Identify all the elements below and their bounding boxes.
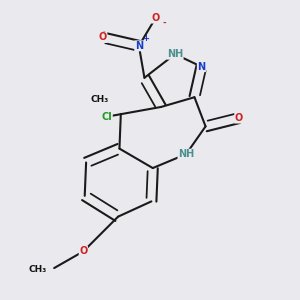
Text: O: O [152, 13, 160, 23]
Text: CH₃: CH₃ [91, 95, 109, 104]
Text: N: N [135, 41, 143, 51]
Text: -: - [162, 19, 166, 28]
Text: N: N [197, 62, 206, 72]
Text: NH: NH [167, 49, 183, 59]
Text: Cl: Cl [102, 112, 112, 122]
Text: CH₃: CH₃ [28, 265, 46, 274]
Text: +: + [142, 34, 149, 43]
Text: O: O [79, 246, 88, 256]
Text: NH: NH [178, 149, 194, 159]
Text: O: O [235, 113, 243, 123]
Text: O: O [99, 32, 107, 43]
